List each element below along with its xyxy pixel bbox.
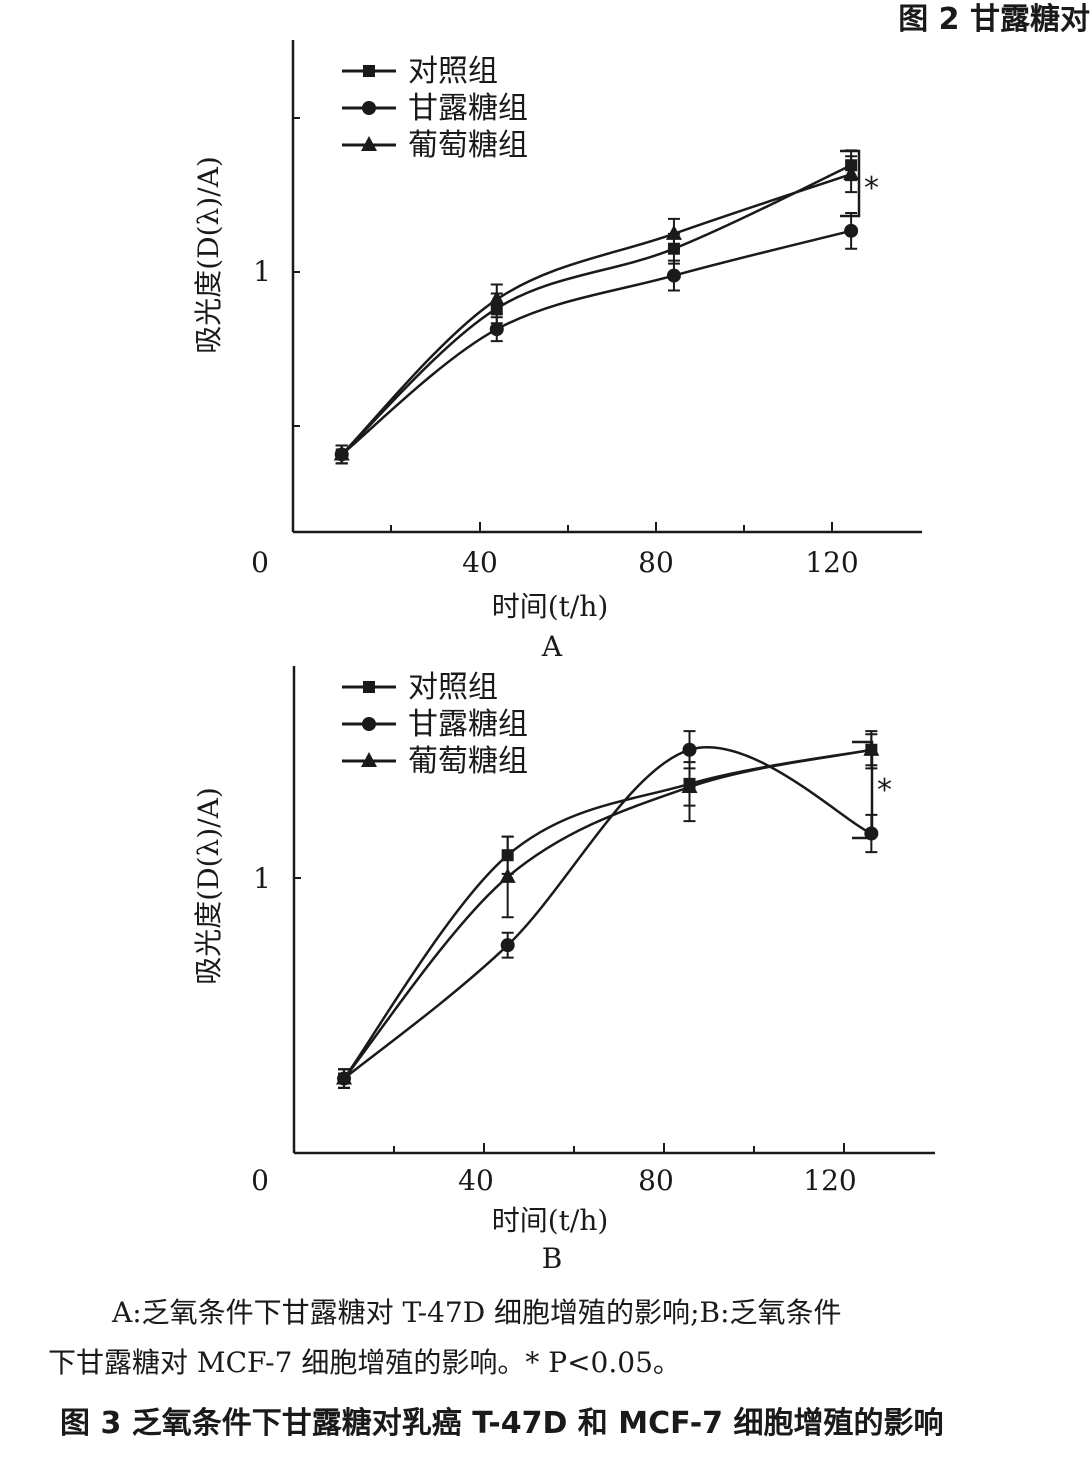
series-line: [340, 164, 852, 456]
triangle-marker-icon: [361, 752, 377, 767]
x-tick-label: 40: [458, 1164, 494, 1197]
chart-panel-a: 0 40 80 120 1 时间(t/h) 吸光度(D(λ)/A) A 对照组 …: [192, 40, 922, 660]
x-tick-label: 120: [805, 546, 858, 579]
x-tick-label: 80: [638, 546, 674, 579]
data-point-triangle: [488, 290, 505, 306]
data-point-circle: [666, 268, 681, 283]
x-axis-label: 时间(t/h): [492, 590, 609, 623]
legend-label: 甘露糖组: [408, 707, 528, 742]
x-axis-label: 时间(t/h): [492, 1204, 609, 1237]
x-tick-label: 40: [462, 546, 498, 579]
bracket-line: [840, 149, 861, 218]
legend-item-glucose: 葡萄糖组: [342, 128, 528, 163]
legend-label: 甘露糖组: [408, 91, 528, 126]
significance-bracket: *: [852, 740, 892, 840]
significance-marker: *: [864, 171, 879, 206]
series-line: [340, 173, 852, 456]
legend-item-glucose: 葡萄糖组: [342, 744, 528, 779]
legend-label: 葡萄糖组: [408, 744, 528, 779]
series-line: [343, 748, 872, 1080]
legend-label: 对照组: [408, 670, 498, 705]
x-tick-label: 0: [251, 546, 269, 579]
circle-marker-icon: [362, 101, 376, 115]
data-point-triangle: [843, 165, 860, 181]
legend-label: 对照组: [408, 54, 498, 89]
x-tick-label: 80: [638, 1164, 674, 1197]
series-line: [340, 229, 852, 456]
bracket-line: [852, 740, 874, 840]
significance-marker: *: [877, 773, 892, 808]
panel-label: A: [541, 630, 563, 660]
series-line: [342, 748, 872, 1080]
y-axis-label: 吸光度(D(λ)/A): [192, 787, 225, 985]
legend: 对照组 甘露糖组 葡萄糖组: [342, 54, 528, 163]
figure-title: 图 3 乏氧条件下甘露糖对乳癌 T-47D 和 MCF-7 细胞增殖的影响: [60, 1406, 944, 1441]
data-point-triangle: [499, 867, 516, 883]
series-line: [343, 746, 872, 1080]
plot-area: [333, 149, 860, 465]
caption-line: 下甘露糖对 MCF-7 细胞增殖的影响。* P<0.05。: [48, 1346, 681, 1379]
previous-figure-title-fragment: 图 2 甘露糖对: [898, 2, 1090, 37]
data-point-circle: [489, 322, 504, 337]
x-tick-label: 120: [803, 1164, 856, 1197]
data-point-circle: [844, 223, 859, 238]
y-tick-label: 1: [253, 862, 271, 895]
legend-item-mannose: 甘露糖组: [342, 91, 528, 126]
circle-marker-icon: [362, 717, 376, 731]
legend: 对照组 甘露糖组 葡萄糖组: [342, 670, 528, 779]
data-point-triangle: [665, 224, 682, 240]
triangle-marker-icon: [361, 136, 377, 151]
y-axis-label: 吸光度(D(λ)/A): [192, 156, 225, 354]
legend-item-control: 对照组: [342, 670, 498, 705]
caption-line: A:乏氧条件下甘露糖对 T-47D 细胞增殖的影响;B:乏氧条件: [112, 1296, 842, 1329]
square-marker-icon: [363, 65, 375, 77]
panel-label: B: [542, 1242, 563, 1275]
data-point-triangle: [681, 777, 698, 793]
legend-label: 葡萄糖组: [408, 128, 528, 163]
data-point-triangle: [333, 445, 350, 461]
data-point-triangle: [336, 1069, 353, 1085]
legend-item-mannose: 甘露糖组: [342, 707, 528, 742]
square-marker-icon: [363, 681, 375, 693]
significance-bracket: *: [840, 149, 879, 218]
axes: [292, 666, 935, 1155]
y-tick-label: 1: [253, 255, 271, 288]
plot-area: [336, 730, 880, 1089]
chart-panel-b: 0 40 80 120 1 时间(t/h) 吸光度(D(λ)/A) B 对照组 …: [192, 666, 935, 1275]
x-tick-label: 0: [251, 1164, 269, 1197]
axes: [291, 40, 922, 534]
legend-item-control: 对照组: [342, 54, 498, 89]
data-point-circle: [500, 938, 515, 953]
